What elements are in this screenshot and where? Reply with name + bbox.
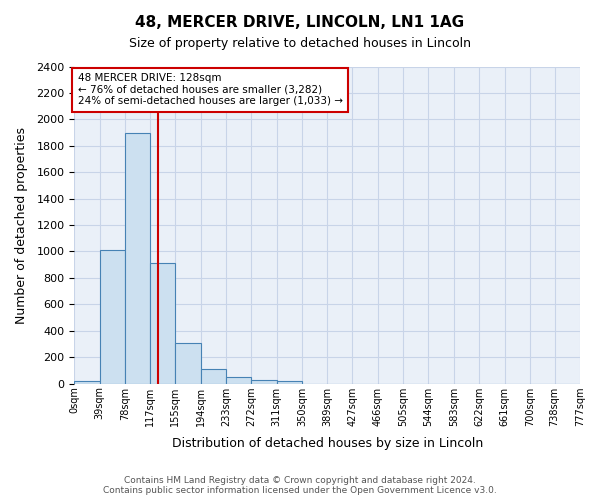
Bar [226, 376, 251, 384]
Bar [277, 381, 302, 384]
Y-axis label: Number of detached properties: Number of detached properties [15, 126, 28, 324]
Bar [175, 342, 200, 384]
X-axis label: Distribution of detached houses by size in Lincoln: Distribution of detached houses by size … [172, 437, 483, 450]
Text: Size of property relative to detached houses in Lincoln: Size of property relative to detached ho… [129, 38, 471, 51]
Bar [125, 132, 151, 384]
Bar [74, 381, 100, 384]
Text: 48 MERCER DRIVE: 128sqm
← 76% of detached houses are smaller (3,282)
24% of semi: 48 MERCER DRIVE: 128sqm ← 76% of detache… [77, 73, 343, 106]
Bar [200, 369, 226, 384]
Text: 48, MERCER DRIVE, LINCOLN, LN1 1AG: 48, MERCER DRIVE, LINCOLN, LN1 1AG [136, 15, 464, 30]
Text: Contains HM Land Registry data © Crown copyright and database right 2024.
Contai: Contains HM Land Registry data © Crown c… [103, 476, 497, 495]
Bar [100, 250, 125, 384]
Bar [251, 380, 277, 384]
Bar [151, 264, 175, 384]
